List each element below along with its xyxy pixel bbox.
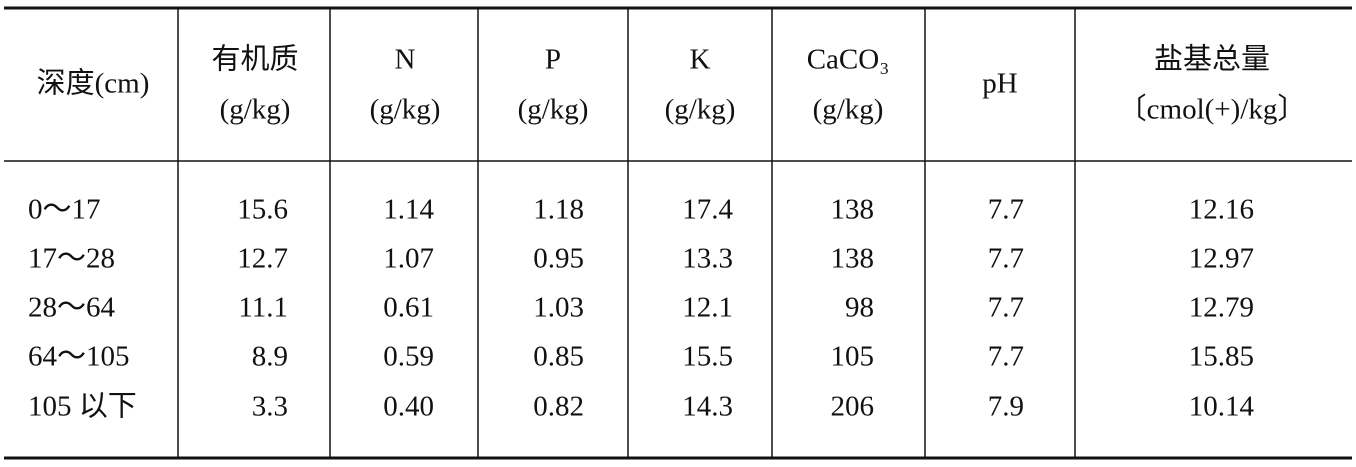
data-cell: 12.79: [1189, 292, 1254, 324]
data-cell: 138: [831, 243, 875, 275]
header-cell: (g/kg): [665, 94, 736, 126]
header-cell: (g/kg): [813, 94, 884, 126]
data-cell: 0.85: [533, 341, 584, 373]
data-cell: 1.18: [533, 194, 584, 226]
data-cell: 15.5: [682, 341, 733, 373]
row-label: 28～64: [28, 292, 116, 324]
data-cell: 7.7: [988, 243, 1024, 275]
data-cell: 0.61: [383, 292, 434, 324]
data-cell: 7.9: [988, 391, 1024, 423]
header-cell: 有机质: [211, 43, 298, 76]
data-cell: 7.7: [988, 341, 1024, 373]
data-cell: 15.6: [237, 194, 288, 226]
header-cell: (g/kg): [220, 94, 291, 126]
data-cell: 12.7: [237, 243, 288, 275]
data-cell: 17.4: [682, 194, 733, 226]
data-cell: 1.07: [383, 243, 434, 275]
header-cell: (g/kg): [518, 94, 589, 126]
header-cell: K: [690, 44, 711, 76]
data-cell: 10.14: [1189, 391, 1255, 423]
data-cell: 0.82: [533, 391, 584, 423]
data-cell: 7.7: [988, 194, 1024, 226]
row-label: 105 以下: [28, 391, 137, 423]
data-cell: 105: [831, 341, 875, 373]
data-cell: 98: [845, 292, 874, 324]
row-label: 0～17: [28, 194, 101, 226]
data-cell: 206: [831, 391, 875, 423]
data-cell: 12.1: [682, 292, 733, 324]
data-cell: 1.14: [383, 194, 434, 226]
header-cell: pH: [982, 68, 1018, 100]
row-label: 17～28: [28, 243, 115, 275]
header-cell: 深度(cm): [37, 67, 150, 100]
row-label: 64～105: [28, 341, 130, 373]
header-cell: (g/kg): [370, 94, 441, 126]
data-cell: 15.85: [1189, 341, 1254, 373]
data-cell: 14.3: [682, 391, 733, 423]
data-cell: 7.7: [988, 292, 1024, 324]
data-cell: 1.03: [533, 292, 584, 324]
header-cell: CaCO₃: [807, 44, 890, 76]
header-cell: N: [395, 44, 416, 76]
header-cell: P: [545, 44, 561, 76]
data-cell: 12.16: [1189, 194, 1254, 226]
data-cell: 138: [831, 194, 875, 226]
data-cell: 3.3: [252, 391, 288, 423]
data-cell: 13.3: [682, 243, 733, 275]
data-cell: 0.40: [383, 391, 434, 423]
data-cell: 8.9: [252, 341, 288, 373]
header-cell: 〔cmol(+)/kg〕: [1118, 94, 1307, 126]
data-cell: 0.59: [383, 341, 434, 373]
data-cell: 0.95: [533, 243, 584, 275]
data-cell: 11.1: [238, 292, 288, 324]
header-cell: 盐基总量: [1154, 43, 1270, 76]
column-dividers: [177, 8, 1076, 458]
data-cell: 12.97: [1189, 243, 1254, 275]
